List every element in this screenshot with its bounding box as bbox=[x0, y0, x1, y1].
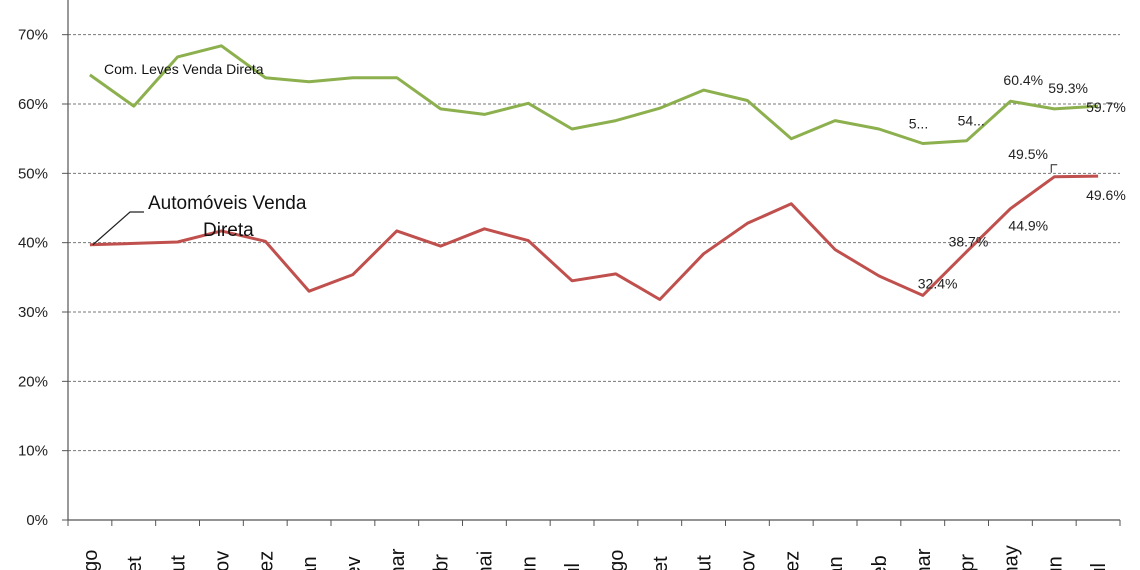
data-label: 44.9% bbox=[1008, 218, 1048, 234]
series-labels: Com. Leves Venda Direta Automóveis Venda D… bbox=[92, 61, 307, 246]
x-tick-label: ago bbox=[80, 550, 102, 570]
x-tick-label: jul bbox=[562, 563, 584, 570]
y-tick-label: 20% bbox=[18, 373, 48, 390]
x-tick-label: mai bbox=[474, 551, 496, 570]
leader-line bbox=[1050, 164, 1058, 173]
x-tick-label: feb bbox=[869, 555, 891, 570]
x-tick-label: nov bbox=[737, 551, 759, 570]
x-tick-label: may bbox=[1000, 545, 1022, 570]
data-label: 60.4% bbox=[1003, 72, 1043, 88]
x-tick-label: set bbox=[650, 556, 672, 570]
x-tick-label: jun bbox=[1044, 556, 1066, 570]
x-tick-label: jan bbox=[299, 556, 321, 570]
x-tick-label: fev bbox=[343, 556, 365, 570]
x-tick-label: jun bbox=[518, 556, 540, 570]
data-labels: 5... 54... 60.4% 59.3% 59.7% 32.4% 38.7% 44.9% 4… bbox=[909, 72, 1126, 291]
y-tick-label: 50% bbox=[18, 165, 48, 182]
x-tick-label: nov bbox=[211, 551, 233, 570]
automoveis-line bbox=[89, 174, 1099, 301]
x-tick-label: set bbox=[124, 556, 146, 570]
y-axis-ticks: 0% 10% 20% 30% 40% 50% 60% 70% bbox=[18, 27, 48, 529]
data-label: 5... bbox=[909, 116, 928, 132]
series-label-automoveis-line2: Direta bbox=[203, 220, 254, 241]
data-label: 54... bbox=[958, 113, 985, 129]
data-label: 38.7% bbox=[949, 234, 989, 250]
x-tick-label: abr bbox=[431, 554, 453, 570]
x-tick-label: jul bbox=[1088, 563, 1110, 570]
data-label: 49.6% bbox=[1086, 187, 1126, 203]
y-tick-label: 60% bbox=[18, 96, 48, 113]
y-tick-label: 70% bbox=[18, 27, 48, 44]
data-label: 59.7% bbox=[1086, 99, 1126, 115]
series-label-automoveis: Automóveis Venda bbox=[148, 193, 307, 214]
y-tick-label: 30% bbox=[18, 304, 48, 321]
x-tick-label: dez bbox=[781, 551, 803, 570]
x-tick-label: out bbox=[694, 555, 716, 570]
y-tick-label: 0% bbox=[26, 512, 48, 529]
x-tick-label: apr bbox=[957, 554, 979, 570]
x-tick-label: mar bbox=[913, 548, 935, 570]
data-label: 32.4% bbox=[918, 275, 958, 291]
com-leves-line bbox=[89, 44, 1099, 145]
data-label: 49.5% bbox=[1008, 146, 1048, 162]
series-label-leader bbox=[92, 211, 144, 246]
series-label-com-leves: Com. Leves Venda Direta bbox=[104, 61, 264, 77]
data-label: 59.3% bbox=[1048, 80, 1088, 96]
x-axis-ticks: ago set out nov dez jan fev mar abr mai jun jul ago s… bbox=[80, 545, 1110, 570]
series-lines bbox=[89, 44, 1099, 301]
x-tick-label: ago bbox=[606, 550, 628, 570]
y-tick-label: 40% bbox=[18, 235, 48, 252]
x-tick-label: out bbox=[168, 555, 190, 570]
x-tick-label: mar bbox=[387, 548, 409, 570]
x-tick-label: jan bbox=[825, 556, 847, 570]
y-tick-label: 10% bbox=[18, 443, 48, 460]
grid-lines bbox=[62, 0, 1121, 526]
x-tick-label: dez bbox=[255, 551, 277, 570]
